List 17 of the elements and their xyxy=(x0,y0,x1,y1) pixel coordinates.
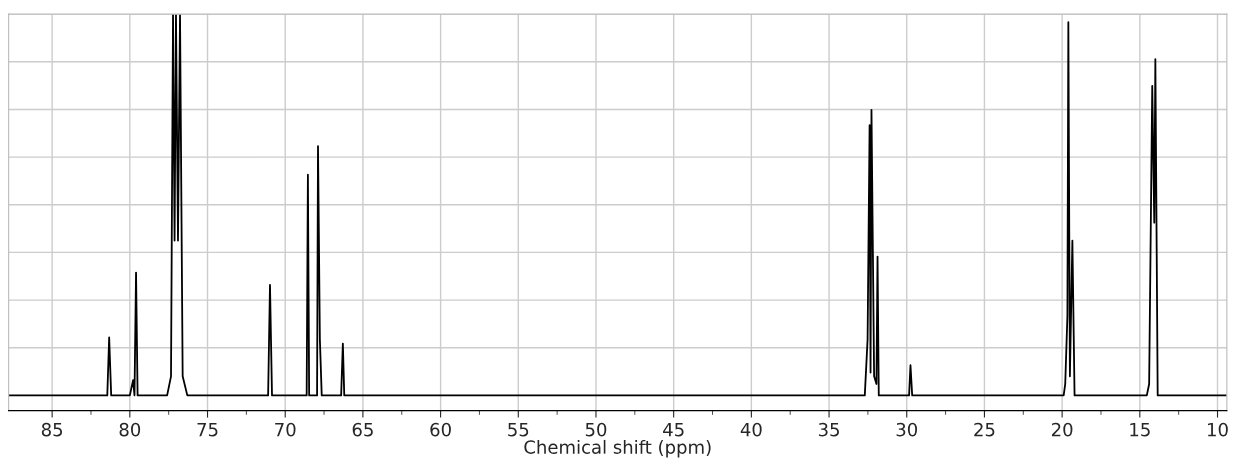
x-tick-label: 75 xyxy=(197,423,218,437)
x-tick-label: 70 xyxy=(275,422,296,437)
x-tick-label: 40 xyxy=(740,422,762,437)
x-tick-label: 55 xyxy=(508,423,529,437)
x-tick-label: 60 xyxy=(430,422,451,437)
x-tick-label: 50 xyxy=(585,422,607,437)
x-tick-label: 45 xyxy=(663,423,684,437)
x-tick-label: 10 xyxy=(1208,422,1228,437)
x-tick-label: 30 xyxy=(896,422,918,437)
x-tick-label: 85 xyxy=(41,422,63,437)
x-tick-label: 35 xyxy=(818,422,839,437)
x-tick-label: 80 xyxy=(119,422,141,437)
x-axis-title: Chemical shift (ppm) xyxy=(524,439,711,458)
x-tick-label: 20 xyxy=(1051,422,1073,437)
x-tick-label: 15 xyxy=(1130,423,1150,437)
x-tick-label: 25 xyxy=(974,422,995,437)
x-tick-label: 65 xyxy=(352,422,373,437)
